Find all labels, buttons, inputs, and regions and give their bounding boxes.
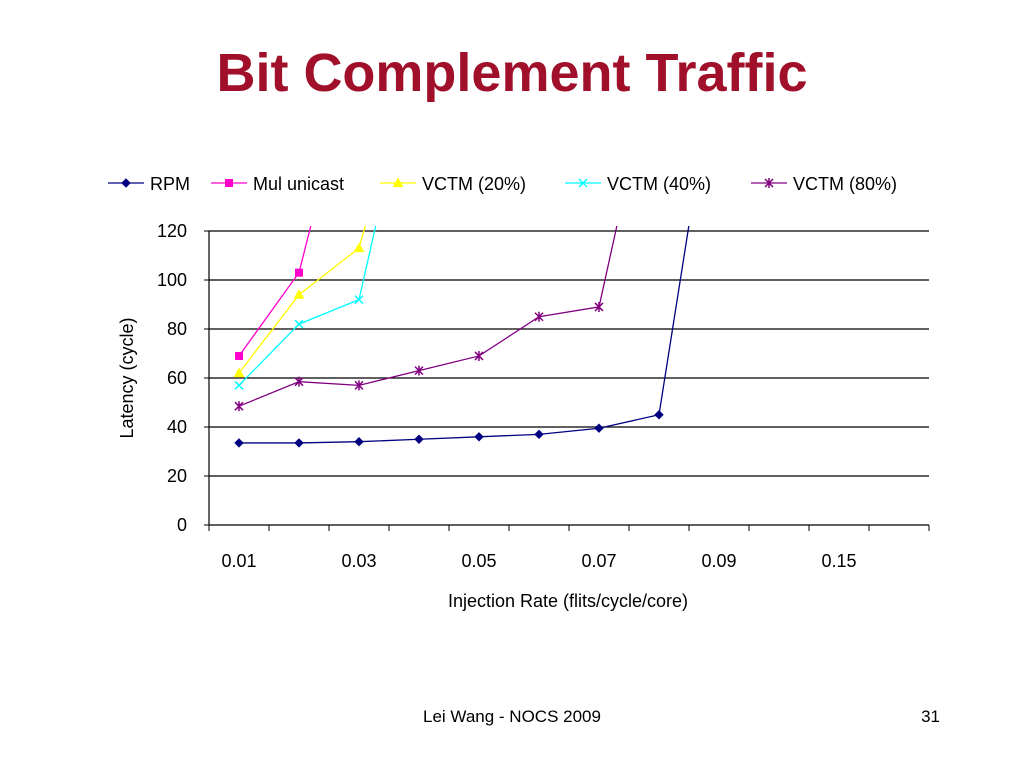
legend-label: VCTM (40%) <box>607 174 711 194</box>
data-point <box>234 380 244 390</box>
y-tick-label: 80 <box>167 319 187 339</box>
series-vctm-40 <box>234 226 377 390</box>
series-mul-unicast <box>235 226 312 360</box>
x-tick-label: 0.05 <box>461 551 496 571</box>
legend-marker <box>121 178 131 188</box>
data-point <box>295 268 303 277</box>
data-point <box>414 365 424 376</box>
x-axis-label: Injection Rate (flits/cycle/core) <box>448 591 688 611</box>
tick-labels: 0 20 40 60 80 100 120 0.01 0.03 0.05 0.07 0.09 0.15 <box>157 221 857 571</box>
chart-axes <box>204 230 930 531</box>
data-point <box>294 376 304 387</box>
data-point <box>354 380 364 391</box>
data-point <box>594 423 604 433</box>
y-tick-label: 100 <box>157 270 187 290</box>
legend-marker <box>225 179 233 187</box>
legend-marker <box>578 178 588 188</box>
series-vctm-80 <box>234 226 618 412</box>
data-point <box>354 436 364 447</box>
grid-lines <box>209 230 929 477</box>
data-point <box>654 410 664 420</box>
legend-label: RPM <box>150 174 190 194</box>
series-rpm <box>234 226 690 448</box>
series-line <box>238 226 312 357</box>
data-point <box>234 401 244 412</box>
series-line <box>238 226 366 374</box>
data-point <box>294 319 304 329</box>
data-point <box>353 242 365 253</box>
chart-legend: RPM Mul unicast VCTM (20%) VCTM (40%) VCTM (… <box>108 174 897 194</box>
data-point <box>294 438 304 448</box>
legend-label: Mul unicast <box>253 174 344 194</box>
data-point <box>534 429 544 440</box>
data-point <box>534 311 544 322</box>
data-point <box>293 289 305 299</box>
data-point <box>474 350 484 361</box>
footer-author: Lei Wang - NOCS 2009 <box>423 707 601 726</box>
y-tick-label: 0 <box>177 515 187 535</box>
y-axis-label: Latency (cycle) <box>117 317 137 438</box>
y-tick-label: 40 <box>167 417 187 437</box>
legend-marker <box>764 178 774 188</box>
data-point <box>354 295 364 305</box>
x-tick-label: 0.07 <box>581 551 616 571</box>
series-line <box>238 226 377 386</box>
data-point <box>594 301 604 312</box>
legend-label: VCTM (20%) <box>422 174 526 194</box>
legend-item: VCTM (20%) <box>380 174 526 194</box>
slide-title: Bit Complement Traffic <box>216 43 808 103</box>
legend-item: RPM <box>108 174 190 194</box>
y-tick-label: 20 <box>167 466 187 486</box>
data-point <box>235 351 243 360</box>
y-tick-label: 60 <box>167 368 187 388</box>
series-line <box>238 226 618 407</box>
legend-item: Mul unicast <box>211 174 344 194</box>
series-layer <box>233 226 690 448</box>
x-tick-label: 0.03 <box>341 551 376 571</box>
x-tick-label: 0.01 <box>221 551 256 571</box>
data-point <box>414 434 424 444</box>
x-tick-label: 0.09 <box>701 551 736 571</box>
legend-label: VCTM (80%) <box>793 174 897 194</box>
legend-item: VCTM (40%) <box>565 174 711 194</box>
legend-item: VCTM (80%) <box>751 174 897 194</box>
data-point <box>474 432 484 442</box>
series-vctm-20 <box>233 226 366 378</box>
page-number: 31 <box>921 707 940 726</box>
series-line <box>239 226 690 444</box>
data-point <box>234 438 244 448</box>
data-point <box>233 367 245 378</box>
y-tick-label: 120 <box>157 221 187 241</box>
x-tick-label: 0.15 <box>821 551 856 571</box>
legend-marker <box>392 177 404 187</box>
